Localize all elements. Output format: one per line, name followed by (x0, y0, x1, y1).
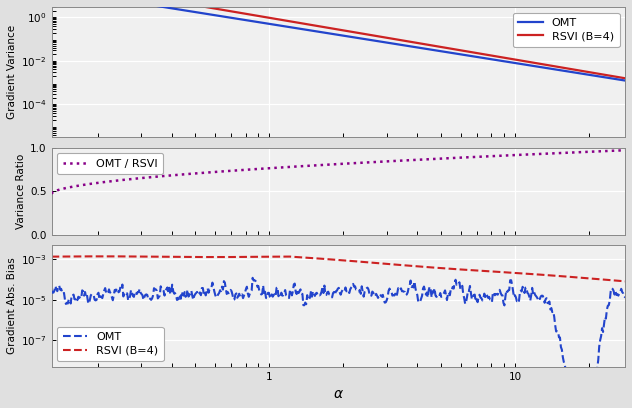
OMT (565, 378, 573, 383)
OMT (149, 3, 157, 8)
RSVI (B=4) (307, 22, 315, 27)
Legend: OMT / RSVI: OMT / RSVI (57, 153, 163, 174)
RSVI (B=4) (431, 43, 439, 48)
OMT (48, 291, 56, 296)
OMT / RSVI (431, 156, 439, 161)
OMT / RSVI (621, 148, 629, 153)
RSVI (B=4) (480, 268, 488, 273)
OMT / RSVI (48, 191, 56, 196)
RSVI (B=4) (621, 279, 629, 284)
Line: RSVI (B=4): RSVI (B=4) (52, 0, 625, 78)
RSVI (B=4) (196, 255, 204, 259)
RSVI (B=4) (48, 254, 56, 259)
OMT (307, 28, 315, 33)
RSVI (B=4) (97, 254, 105, 259)
OMT (480, 291, 488, 296)
OMT / RSVI (149, 175, 157, 180)
RSVI (B=4) (308, 255, 316, 260)
RSVI (B=4) (386, 36, 393, 41)
Y-axis label: Variance Ratio: Variance Ratio (16, 153, 26, 229)
Line: OMT / RSVI: OMT / RSVI (52, 150, 625, 194)
OMT (249, 275, 257, 280)
Y-axis label: Gradient Abs. Bias: Gradient Abs. Bias (7, 257, 17, 354)
OMT (432, 293, 439, 298)
Legend: OMT, RSVI (B=4): OMT, RSVI (B=4) (57, 327, 164, 361)
Y-axis label: Gradient Variance: Gradient Variance (7, 25, 17, 119)
OMT (431, 48, 439, 53)
X-axis label: $\alpha$: $\alpha$ (333, 387, 344, 401)
OMT (621, 78, 629, 83)
Legend: OMT, RSVI (B=4): OMT, RSVI (B=4) (513, 13, 619, 47)
OMT / RSVI (307, 163, 315, 168)
OMT (195, 10, 203, 15)
OMT / RSVI (195, 171, 203, 175)
Line: OMT: OMT (52, 0, 625, 80)
OMT / RSVI (480, 154, 487, 159)
OMT (308, 294, 316, 299)
RSVI (B=4) (195, 3, 203, 8)
RSVI (B=4) (150, 254, 158, 259)
OMT (149, 293, 157, 298)
RSVI (B=4) (480, 52, 487, 57)
OMT (621, 295, 629, 300)
RSVI (B=4) (432, 265, 439, 270)
OMT (386, 40, 393, 45)
RSVI (B=4) (387, 262, 394, 266)
Line: RSVI (B=4): RSVI (B=4) (52, 256, 625, 282)
OMT (480, 55, 487, 60)
RSVI (B=4) (621, 76, 629, 81)
OMT (195, 291, 203, 296)
OMT (387, 288, 394, 293)
Line: OMT: OMT (52, 278, 625, 381)
OMT / RSVI (386, 159, 393, 164)
